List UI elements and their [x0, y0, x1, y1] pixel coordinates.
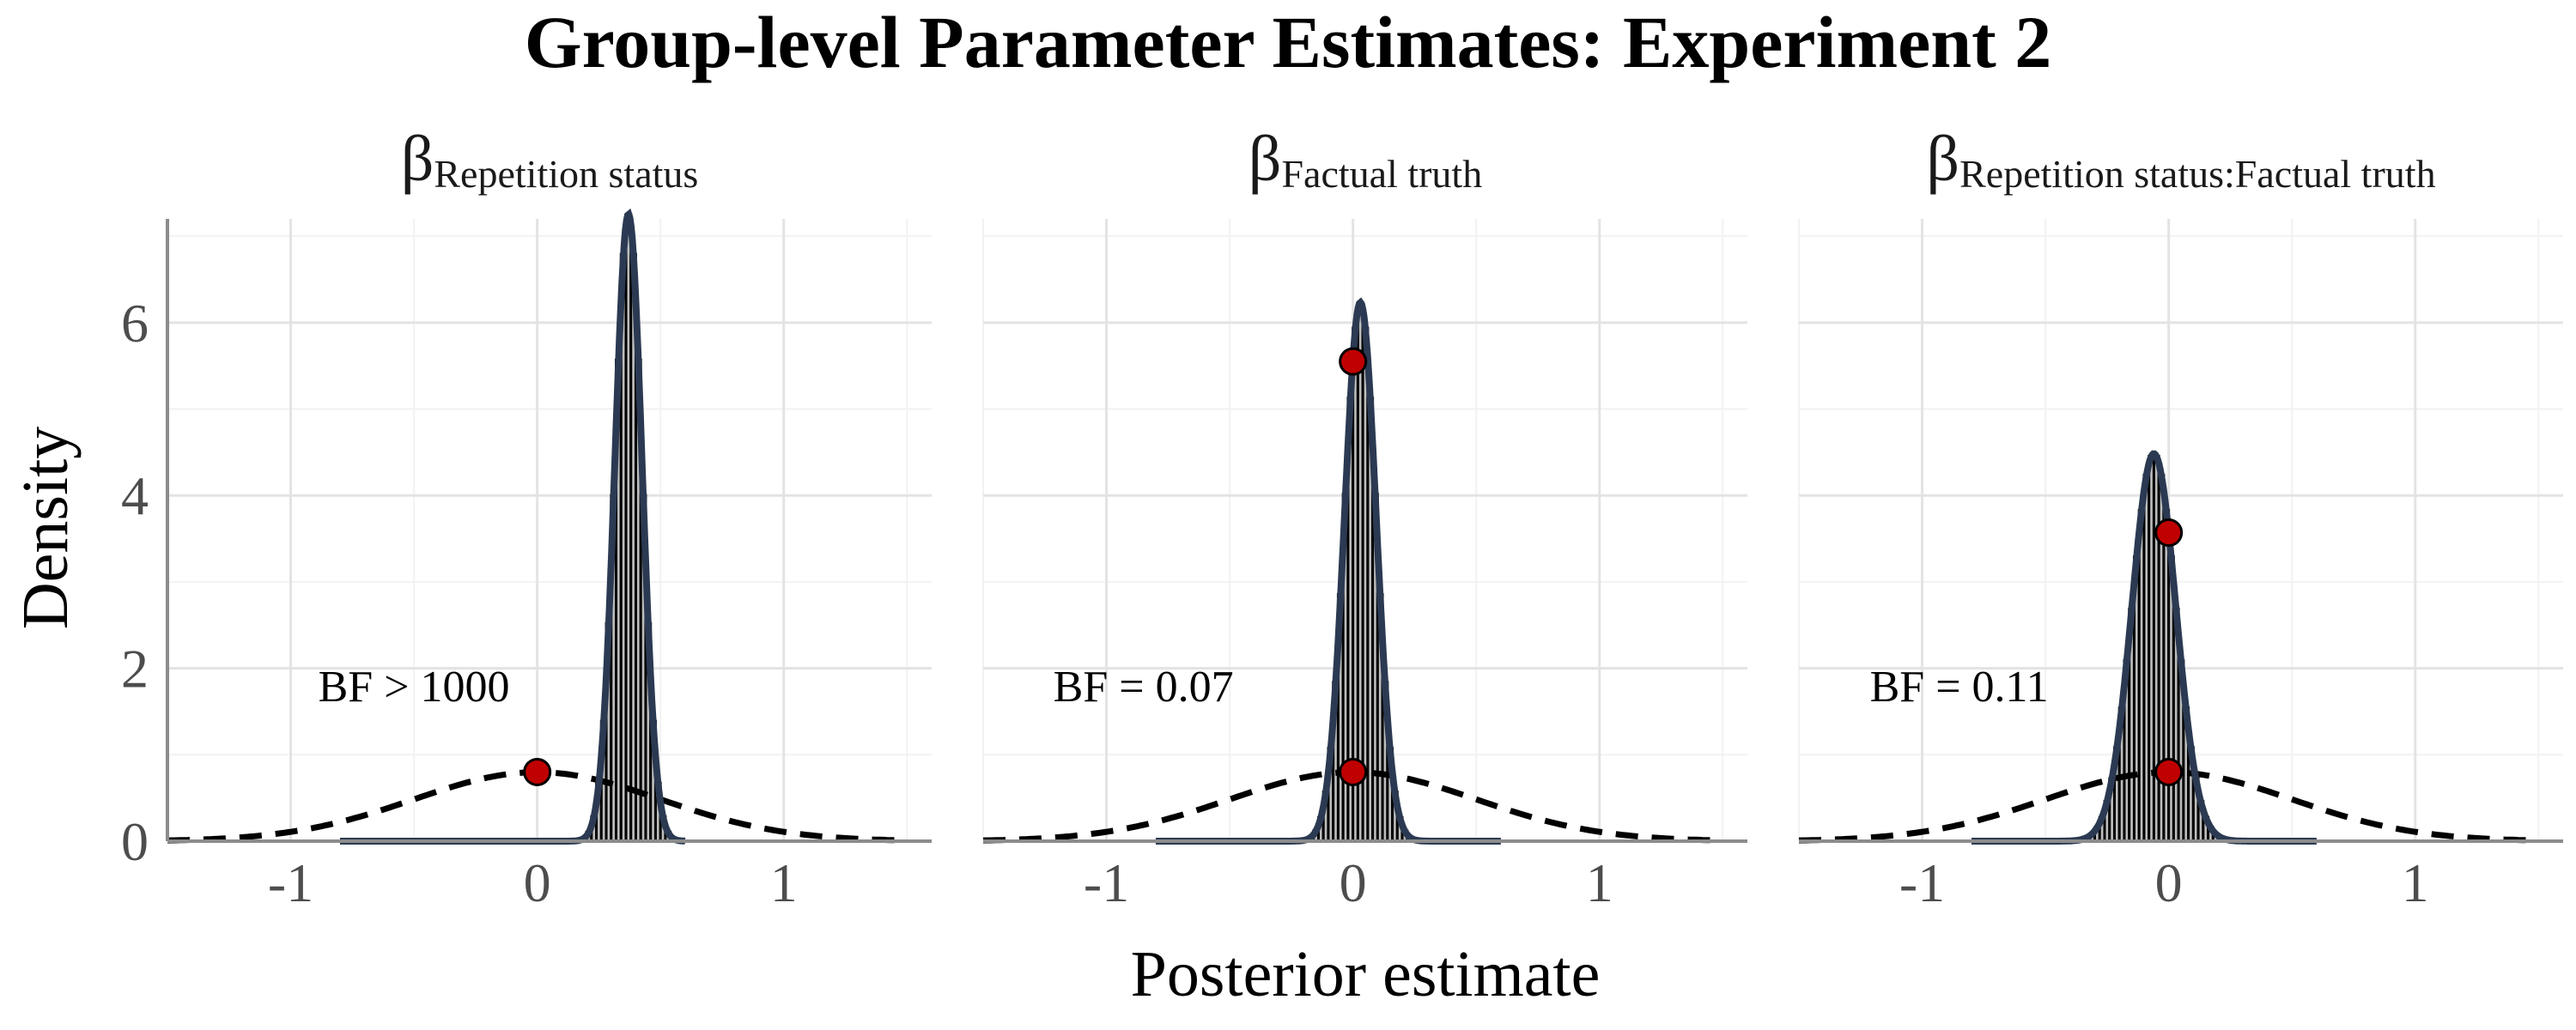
- density-point: [2154, 518, 2184, 548]
- x-tick-label: -1: [268, 852, 313, 913]
- x-tick-label: 1: [1586, 852, 1613, 913]
- x-tick-label: 1: [2402, 852, 2429, 913]
- x-tick-label: -1: [1084, 852, 1129, 913]
- bayes-factor-label: BF > 1000: [319, 663, 510, 712]
- x-tick-label: -1: [1899, 852, 1945, 913]
- facet-panel: BF > 1000 -1 0 1 βRepetition status 0 2 4 6: [121, 123, 932, 913]
- y-tick-label: 4: [121, 465, 149, 526]
- density-point: [1339, 347, 1368, 376]
- strip-subscript: Repetition status:Factual truth: [1959, 152, 2435, 196]
- chart-title: Group-level Parameter Estimates: Experim…: [525, 1, 2052, 83]
- facet-panel: BF = 0.11 -1 0 1 βRepetition status:Factual …: [1798, 123, 2563, 913]
- posterior-density-line: [1156, 297, 1501, 845]
- facet-panel: BF = 0.07 -1 0 1 βFactual truth: [982, 123, 1747, 913]
- density-point: [1339, 757, 1368, 786]
- strip-subscript: Factual truth: [1281, 152, 1482, 196]
- bayes-factor-label: BF = 0.07: [1054, 663, 1234, 712]
- facet-strip-label: βRepetition status: [401, 123, 699, 196]
- strip-symbol: β: [1249, 123, 1282, 195]
- strip-symbol: β: [1926, 123, 1959, 195]
- density-point: [2154, 757, 2184, 786]
- facet-strip-label: βRepetition status:Factual truth: [1926, 123, 2435, 196]
- strip-subscript: Repetition status: [434, 152, 698, 196]
- y-tick-label: 2: [121, 639, 149, 700]
- x-tick-label: 1: [770, 852, 798, 913]
- y-axis-label: Density: [9, 427, 82, 629]
- x-axis-label: Posterior estimate: [1131, 938, 1601, 1010]
- x-tick-label: 0: [2155, 852, 2183, 913]
- strip-symbol: β: [401, 123, 434, 195]
- y-tick-label: 6: [121, 293, 149, 354]
- density-point: [523, 757, 552, 786]
- x-tick-label: 0: [1340, 852, 1367, 913]
- y-tick-label: 0: [121, 811, 149, 872]
- x-tick-label: 0: [524, 852, 551, 913]
- bayes-factor-label: BF = 0.11: [1870, 663, 2049, 712]
- facet-strip-label: βFactual truth: [1249, 123, 1482, 196]
